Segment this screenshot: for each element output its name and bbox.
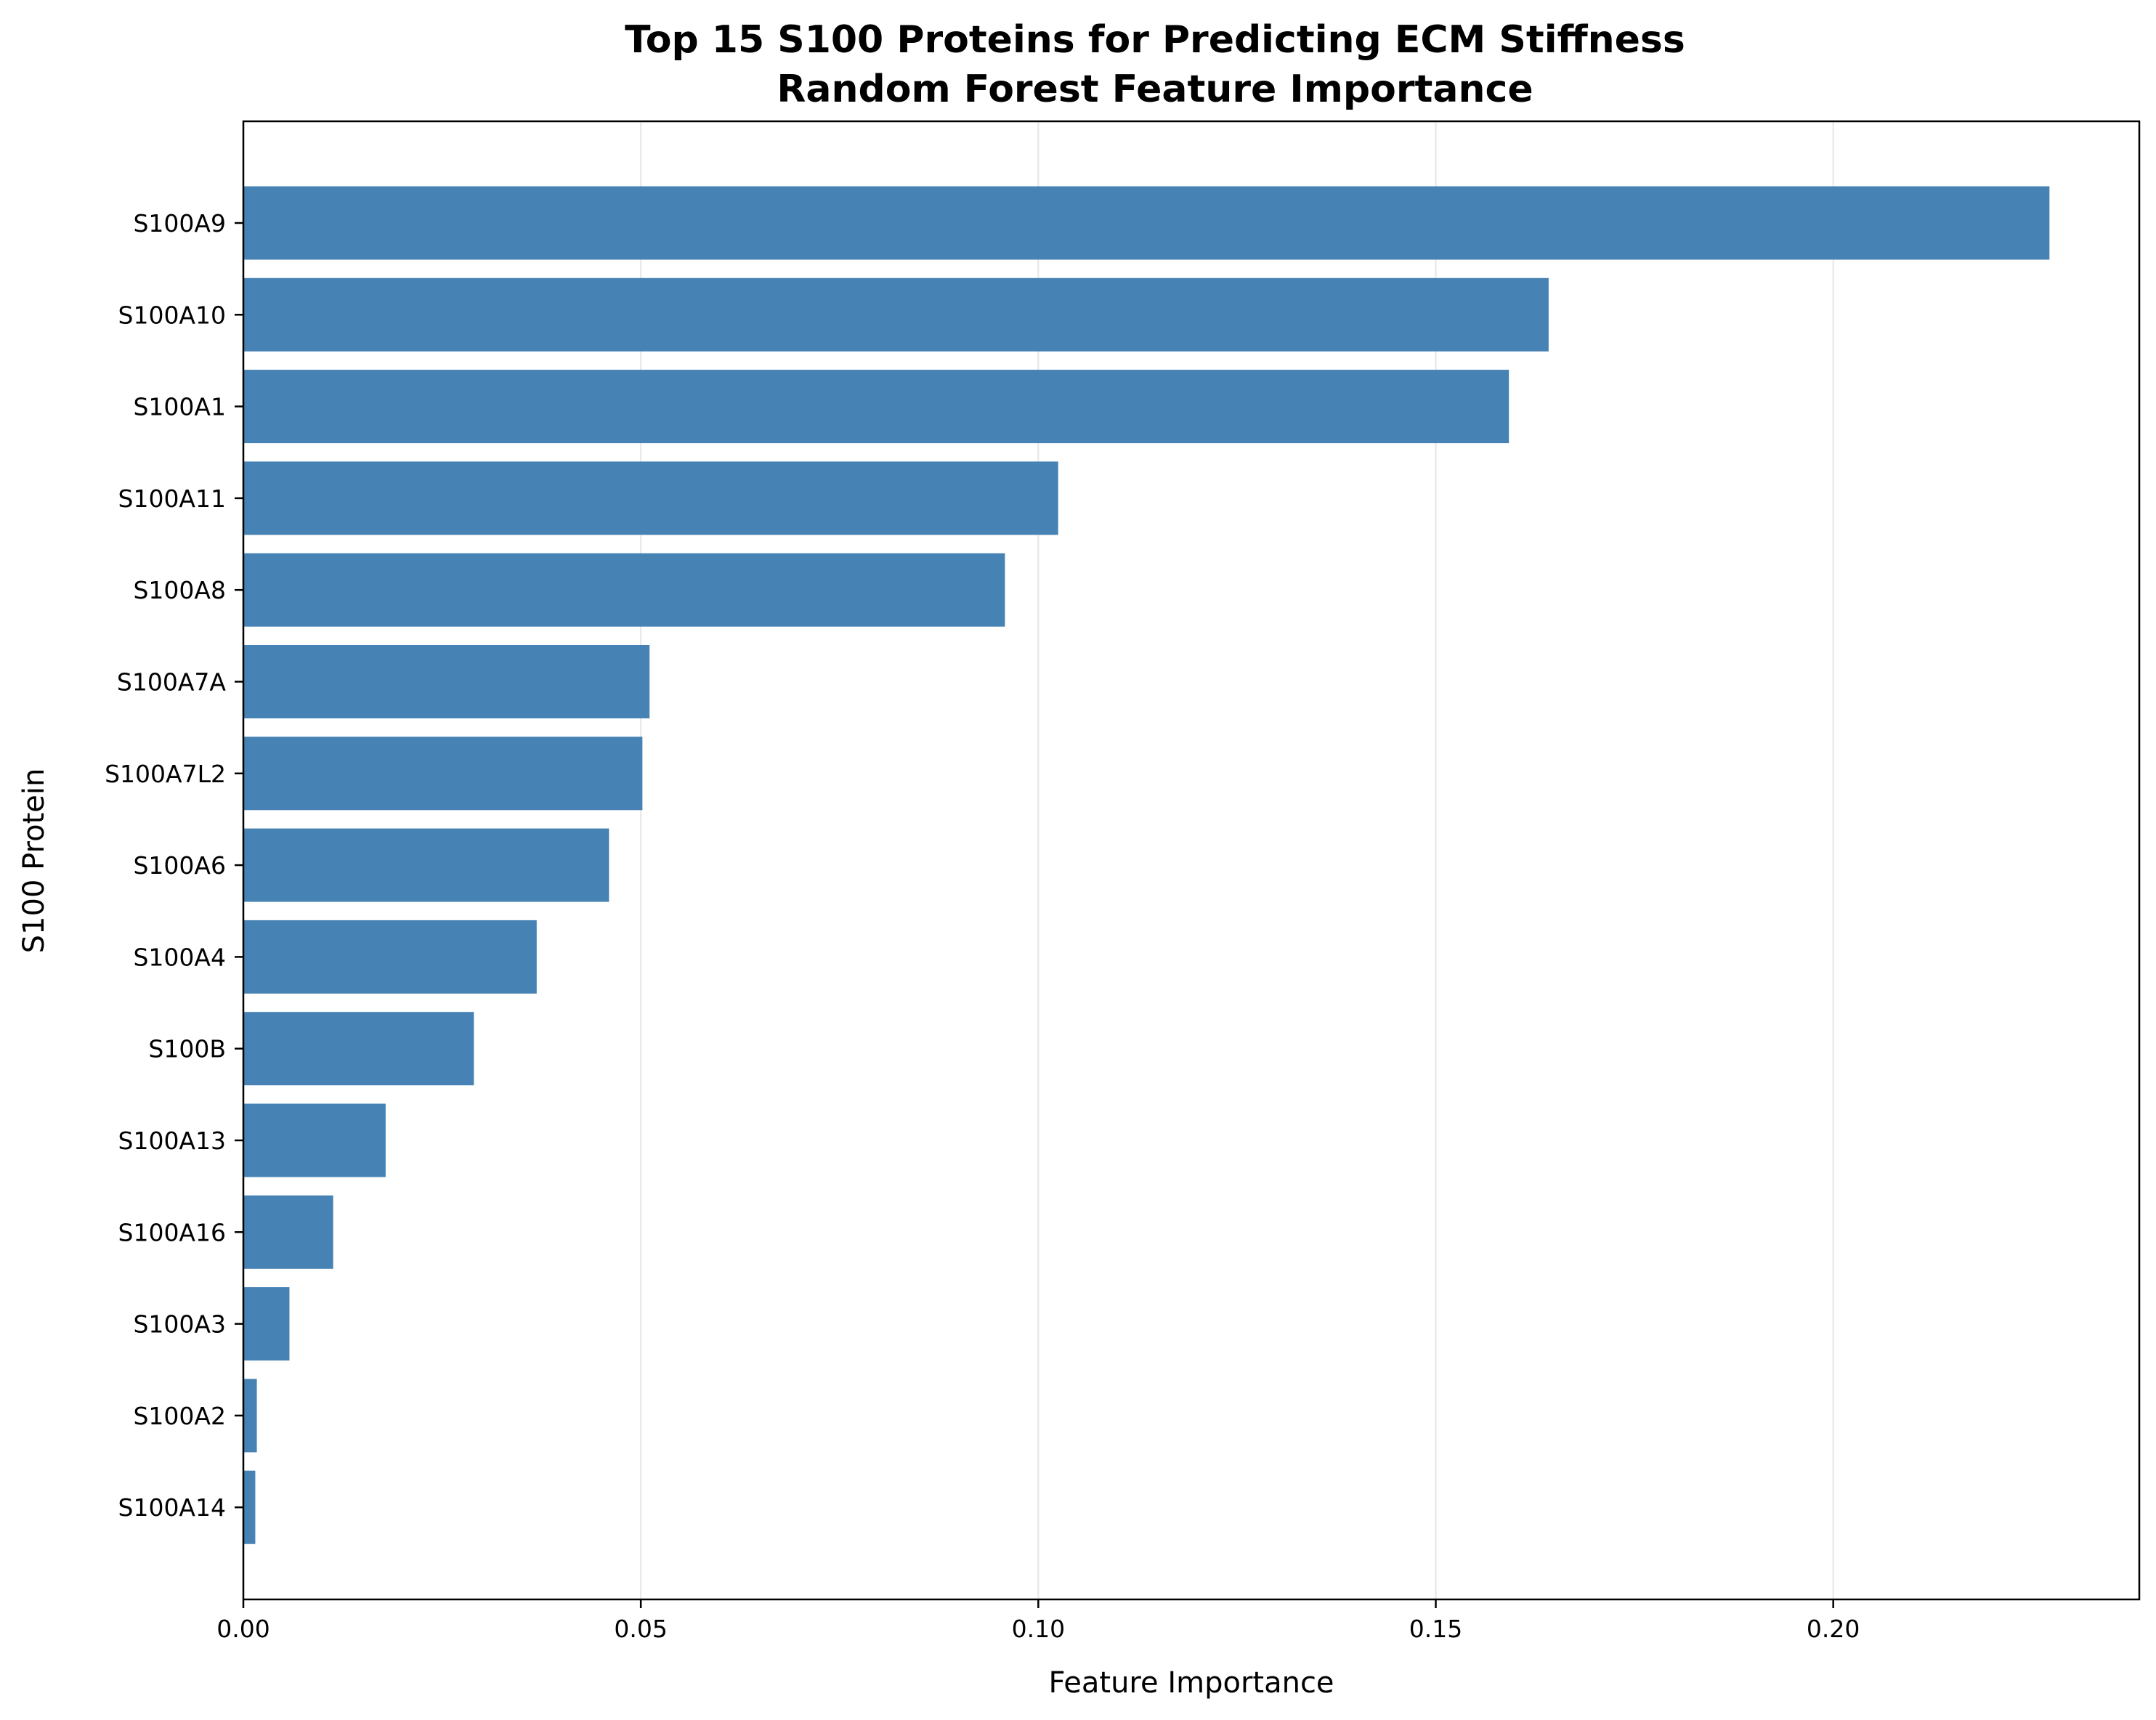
bar-s100a4: [243, 920, 537, 994]
x-tick-label: 0.10: [1012, 1615, 1065, 1643]
bar-s100a6: [243, 828, 609, 902]
bar-s100a9: [243, 186, 2050, 260]
bar-s100a3: [243, 1287, 290, 1361]
y-tick-label: S100A13: [118, 1127, 227, 1155]
bar-s100a7a: [243, 645, 650, 718]
bar-s100a10: [243, 277, 1549, 352]
y-tick-label: S100A11: [118, 484, 227, 513]
y-tick-label: S100A10: [118, 301, 227, 329]
bar-s100a2: [243, 1379, 257, 1453]
plot-frame: [242, 120, 2141, 1601]
y-tick-label: S100A3: [133, 1310, 226, 1339]
bars: [243, 186, 2050, 1544]
bar-s100a13: [243, 1103, 386, 1177]
y-tick-label: S100A7L2: [105, 760, 226, 788]
bar-s100a1: [243, 370, 1509, 444]
y-tick-label: S100A1: [133, 393, 226, 421]
y-tick-label: S100A9: [133, 209, 226, 238]
y-tick-label: S100A16: [118, 1218, 227, 1246]
x-tick-label: 0.00: [216, 1615, 270, 1643]
x-axis-ticks: 0.00 0.05 0.10 0.15 0.20: [216, 1599, 1860, 1643]
y-tick-label: S100A6: [133, 851, 226, 880]
x-tick-label: 0.05: [614, 1615, 667, 1643]
y-tick-label: S100B: [148, 1035, 226, 1063]
y-axis-label: S100 Protein: [17, 768, 51, 954]
chart-title-line-2: Random Forest Feature Importance: [777, 68, 1533, 111]
y-tick-label: S100A8: [133, 576, 226, 604]
y-tick-label: S100A4: [133, 943, 226, 971]
x-tick-label: 0.15: [1409, 1615, 1462, 1643]
y-tick-label: S100A2: [133, 1402, 226, 1430]
bar-s100a11: [243, 461, 1058, 535]
y-tick-label: S100A14: [118, 1493, 227, 1522]
bar-s100b: [243, 1012, 474, 1086]
y-tick-label: S100A7A: [117, 668, 227, 697]
bar-s100a16: [243, 1195, 333, 1269]
x-axis-label: Feature Importance: [1048, 1666, 1334, 1700]
bar-s100a8: [243, 553, 1005, 627]
bar-s100a7l2: [243, 737, 643, 811]
chart-title-line-1: Top 15 S100 Proteins for Predicting ECM …: [625, 18, 1685, 62]
bar-s100a14: [243, 1470, 256, 1544]
y-axis-ticks: S100A9 S100A10 S100A1 S100A11 S100A8 S100A7A S…: [105, 209, 243, 1522]
x-tick-label: 0.20: [1807, 1615, 1860, 1643]
